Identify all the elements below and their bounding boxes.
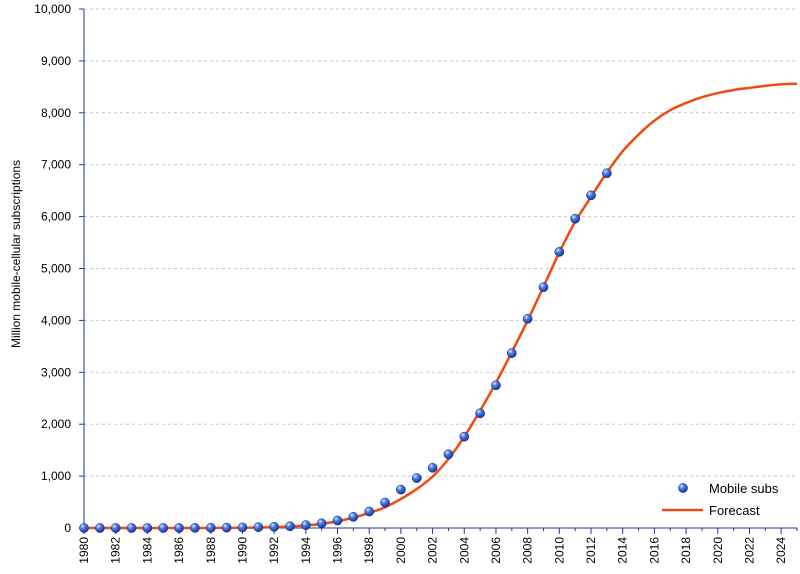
- x-tick-label: 1990: [235, 537, 249, 564]
- data-point-mobile-subs: [586, 190, 596, 201]
- data-point-mobile-subs: [554, 247, 565, 257]
- x-tick-label: 1998: [362, 537, 376, 564]
- x-tick-label: 2008: [521, 537, 535, 564]
- x-tick-label: 2006: [489, 537, 503, 564]
- data-point-mobile-subs: [491, 380, 501, 391]
- legend-marker-mobile-subs: [678, 483, 688, 493]
- data-point-mobile-subs: [269, 521, 279, 532]
- data-point-mobile-subs: [348, 511, 359, 522]
- y-tick-label: 1,000: [41, 469, 71, 483]
- x-tick-label: 2014: [616, 537, 630, 564]
- data-point-mobile-subs: [126, 523, 137, 533]
- y-tick-label: 10,000: [34, 2, 71, 16]
- data-point-mobile-subs: [396, 484, 406, 495]
- y-axis-title: Million mobile-cellular subscriptions: [9, 160, 23, 348]
- x-tick-label: 1980: [77, 537, 91, 564]
- data-point-mobile-subs: [538, 282, 549, 293]
- x-tick-label: 2004: [457, 537, 471, 564]
- x-axis-ticks: 1980 1982 1984 1986 1988 1990 1992 1994 1996 1998…: [77, 528, 798, 564]
- y-tick-label: 2,000: [41, 417, 71, 431]
- x-tick-label: 1988: [204, 537, 218, 564]
- data-point-mobile-subs: [190, 523, 200, 533]
- data-point-mobile-subs: [602, 168, 612, 179]
- data-point-mobile-subs: [316, 518, 327, 529]
- y-tick-label: 6,000: [41, 210, 71, 224]
- x-tick-label: 2024: [774, 537, 788, 564]
- data-point-mobile-subs: [285, 521, 295, 532]
- data-point-mobile-subs: [300, 520, 311, 530]
- x-tick-label: 1984: [140, 537, 154, 564]
- x-tick-label: 1992: [267, 537, 281, 564]
- data-point-mobile-subs: [221, 522, 232, 533]
- data-point-mobile-subs: [522, 313, 533, 324]
- y-tick-label: 5,000: [41, 262, 71, 276]
- forecast-line: [84, 82, 798, 530]
- data-point-mobile-subs: [253, 522, 264, 533]
- x-tick-label: 2018: [679, 537, 693, 564]
- data-point-mobile-subs: [332, 515, 343, 526]
- x-tick-label: 2012: [584, 537, 598, 564]
- y-tick-label: 4,000: [41, 313, 71, 327]
- data-point-mobile-subs: [411, 473, 422, 483]
- data-point-mobile-subs: [94, 523, 105, 533]
- x-tick-label: 1986: [172, 537, 186, 564]
- data-point-mobile-subs: [506, 348, 517, 358]
- gridlines: [84, 8, 797, 477]
- legend: Mobile subs Forecast: [662, 481, 779, 518]
- data-point-mobile-subs: [364, 506, 375, 517]
- x-tick-label: 1996: [331, 537, 345, 564]
- y-tick-label: 0: [64, 521, 71, 535]
- x-tick-label: 2020: [711, 537, 725, 564]
- x-tick-label: 1994: [299, 537, 313, 564]
- data-point-mobile-subs: [174, 523, 184, 533]
- y-tick-label: 7,000: [41, 158, 71, 172]
- y-tick-label: 8,000: [41, 106, 71, 120]
- data-point-mobile-subs: [459, 431, 470, 442]
- y-tick-label: 9,000: [41, 54, 71, 68]
- data-point-mobile-subs: [237, 522, 248, 533]
- data-point-mobile-subs: [110, 523, 121, 533]
- series: [79, 82, 798, 533]
- legend-label-mobile-subs: Mobile subs: [709, 481, 779, 496]
- data-point-mobile-subs: [79, 523, 89, 533]
- data-point-mobile-subs: [205, 522, 216, 533]
- data-point-mobile-subs: [475, 408, 485, 419]
- x-tick-label: 2000: [394, 537, 408, 564]
- y-axis-ticks: 0 1,000 2,000 3,000 4,000 5,000 6,000 7,000 8,00…: [34, 2, 84, 535]
- x-tick-label: 2016: [647, 537, 661, 564]
- data-point-mobile-subs: [142, 523, 153, 533]
- x-tick-label: 2010: [552, 537, 566, 564]
- data-point-mobile-subs: [570, 213, 581, 224]
- data-point-mobile-subs: [158, 523, 169, 533]
- data-point-mobile-subs: [443, 449, 454, 460]
- legend-label-forecast: Forecast: [709, 503, 760, 518]
- x-tick-label: 1982: [109, 537, 123, 564]
- y-tick-label: 3,000: [41, 365, 71, 379]
- x-tick-label: 2002: [426, 537, 440, 564]
- x-tick-label: 2022: [742, 537, 756, 564]
- data-point-mobile-subs: [427, 462, 438, 473]
- data-point-mobile-subs: [380, 497, 390, 508]
